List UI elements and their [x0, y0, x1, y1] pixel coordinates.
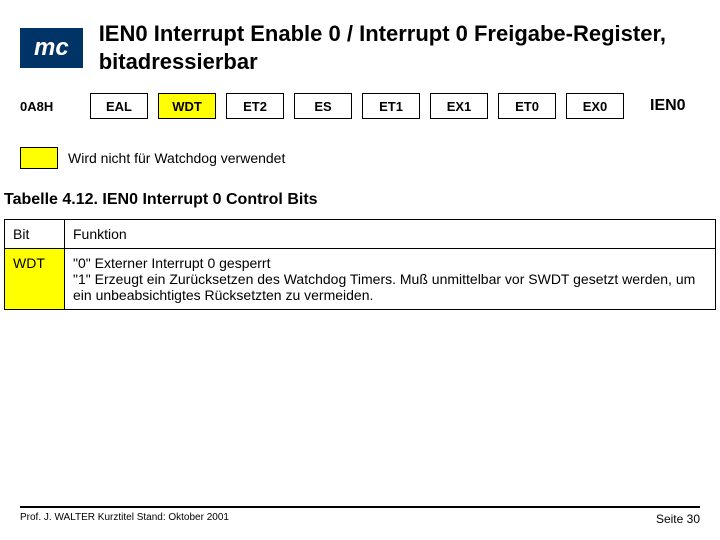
bit-ex0: EX0 [566, 93, 624, 119]
footer-right: Seite 30 [656, 512, 700, 526]
header: mc IEN0 Interrupt Enable 0 / Interrupt 0… [0, 0, 720, 85]
cell-func: "0" Externer Interrupt 0 gesperrt "1" Er… [65, 249, 716, 310]
page-title: IEN0 Interrupt Enable 0 / Interrupt 0 Fr… [99, 20, 700, 75]
legend-text: Wird nicht für Watchdog verwendet [68, 150, 285, 166]
bit-eal: EAL [90, 93, 148, 119]
bit-et2: ET2 [226, 93, 284, 119]
bits-table: Bit Funktion WDT "0" Externer Interrupt … [4, 219, 716, 310]
footer: Prof. J. WALTER Kurztitel Stand: Oktober… [20, 506, 700, 526]
bit-wdt: WDT [158, 93, 216, 119]
table-header-row: Bit Funktion [5, 220, 716, 249]
col-func-header: Funktion [65, 220, 716, 249]
table-caption: Tabelle 4.12. IEN0 Interrupt 0 Control B… [0, 185, 720, 219]
mc-badge: mc [20, 28, 83, 68]
footer-rule [20, 506, 700, 508]
footer-left: Prof. J. WALTER Kurztitel Stand: Oktober… [20, 512, 229, 526]
cell-bit: WDT [5, 249, 65, 310]
bit-es: ES [294, 93, 352, 119]
register-row: 0A8H EAL WDT ET2 ES ET1 EX1 ET0 EX0 IEN0 [0, 85, 720, 125]
register-address: 0A8H [20, 99, 80, 114]
register-name: IEN0 [650, 97, 686, 115]
table-row: WDT "0" Externer Interrupt 0 gesperrt "1… [5, 249, 716, 310]
legend-box [20, 147, 58, 169]
bit-et1: ET1 [362, 93, 420, 119]
note-row: Wird nicht für Watchdog verwendet [0, 125, 720, 185]
col-bit-header: Bit [5, 220, 65, 249]
bit-ex1: EX1 [430, 93, 488, 119]
bit-et0: ET0 [498, 93, 556, 119]
